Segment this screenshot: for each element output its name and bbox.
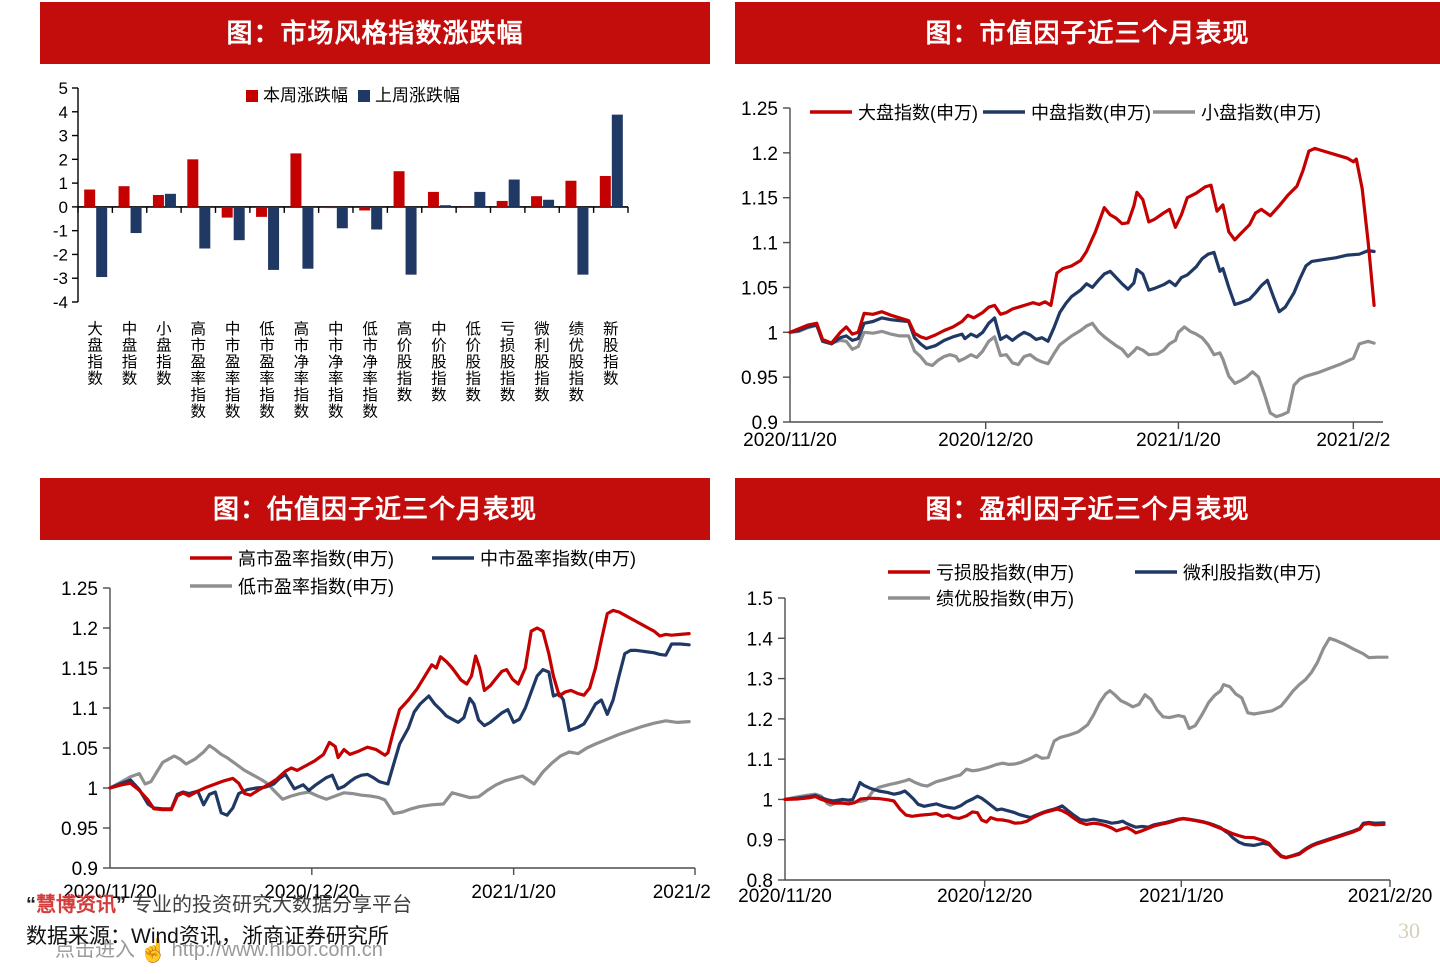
svg-text:高市净率指数: 高市净率指数 xyxy=(294,320,310,421)
svg-text:2: 2 xyxy=(59,150,68,169)
svg-text:0.95: 0.95 xyxy=(61,819,98,840)
svg-text:0.9: 0.9 xyxy=(72,859,98,880)
svg-text:2020/11/20: 2020/11/20 xyxy=(63,882,157,903)
svg-text:1.05: 1.05 xyxy=(61,739,98,760)
svg-text:低市盈率指数(申万): 低市盈率指数(申万) xyxy=(238,577,394,597)
svg-text:1.15: 1.15 xyxy=(741,189,778,210)
chart-title-banner-style-index: 图：市场风格指数涨跌幅 xyxy=(40,2,710,64)
svg-text:高价股指数: 高价股指数 xyxy=(397,320,413,404)
svg-text:小盘指数(申万): 小盘指数(申万) xyxy=(1201,103,1321,123)
svg-text:-2: -2 xyxy=(53,245,68,264)
svg-text:0.9: 0.9 xyxy=(747,831,773,852)
style-index-bar-chart: 5 4 3 2 1 0 -1 -2 -3 -4 大盘指数 中盘指数 小盘指数 高市盈率指数 中市盈率指数 低市… xyxy=(53,79,629,421)
svg-text:低价股指数: 低价股指数 xyxy=(466,320,482,404)
svg-text:中市盈率指数(申万): 中市盈率指数(申万) xyxy=(480,549,636,569)
svg-text:1: 1 xyxy=(87,779,98,800)
brand-slogan: 专业的投资研究大数据分享平台 xyxy=(132,894,412,916)
size-factor-line-chart: 0.9 0.95 1 1.05 1.1 1.15 1.2 1.25 2020/11/20 2020… xyxy=(741,99,1390,451)
svg-text:1: 1 xyxy=(762,790,773,811)
svg-text:3: 3 xyxy=(59,127,68,146)
svg-text:1.1: 1.1 xyxy=(747,750,773,771)
svg-text:1.25: 1.25 xyxy=(741,99,778,120)
watermark-url: http://www.hibor.com.cn xyxy=(171,939,383,961)
svg-text:1.2: 1.2 xyxy=(72,619,98,640)
page-number: 30 xyxy=(1398,918,1420,943)
brand-watermark-line: “慧博资讯” 专业的投资研究大数据分享平台 xyxy=(26,888,412,917)
svg-text:0.8: 0.8 xyxy=(747,871,773,892)
svg-text:2021/1/20: 2021/1/20 xyxy=(1139,886,1224,907)
svg-text:大盘指数(申万): 大盘指数(申万) xyxy=(858,103,978,123)
svg-text:上周涨跌幅: 上周涨跌幅 xyxy=(375,86,460,105)
svg-text:小盘指数: 小盘指数 xyxy=(156,320,172,388)
quote-open: “ xyxy=(26,894,36,916)
svg-text:中盘指数: 中盘指数 xyxy=(122,320,138,388)
svg-text:高市盈率指数(申万): 高市盈率指数(申万) xyxy=(238,549,394,569)
svg-text:2020/11/20: 2020/11/20 xyxy=(743,430,837,451)
svg-text:2021/2/2: 2021/2/2 xyxy=(1316,430,1390,451)
svg-text:5: 5 xyxy=(59,79,68,98)
profit-factor-line-chart: 0.8 0.9 1 1.1 1.2 1.3 1.4 1.5 2020/11/20 2020/12/… xyxy=(738,563,1433,907)
svg-text:2020/11/20: 2020/11/20 xyxy=(738,886,832,907)
watermark-click-text: 点击进入 xyxy=(55,939,135,961)
valuation-factor-line-chart: 0.9 0.95 1 1.05 1.1 1.15 1.2 1.25 2020/11/20 2020… xyxy=(61,549,710,903)
svg-text:低市盈率指数: 低市盈率指数 xyxy=(259,320,275,421)
svg-text:中价股指数: 中价股指数 xyxy=(431,320,447,404)
svg-text:1.1: 1.1 xyxy=(752,234,778,255)
svg-text:2021/1/20: 2021/1/20 xyxy=(471,882,556,903)
svg-text:0: 0 xyxy=(59,198,68,217)
svg-text:大盘指数: 大盘指数 xyxy=(87,320,103,388)
svg-text:2020/12/20: 2020/12/20 xyxy=(938,430,1033,451)
svg-text:1.2: 1.2 xyxy=(747,710,773,731)
svg-text:亏损股指数(申万): 亏损股指数(申万) xyxy=(936,563,1074,583)
svg-text:低市净率指数: 低市净率指数 xyxy=(362,320,378,421)
svg-text:中市净率指数: 中市净率指数 xyxy=(328,320,344,421)
svg-text:1: 1 xyxy=(59,174,68,193)
svg-text:新股指数: 新股指数 xyxy=(603,320,619,388)
chart-title-banner-size-factor: 图：市值因子近三个月表现 xyxy=(735,2,1440,64)
svg-text:1.1: 1.1 xyxy=(72,699,98,720)
svg-text:0.95: 0.95 xyxy=(741,368,778,389)
svg-text:微利股指数(申万): 微利股指数(申万) xyxy=(1183,563,1321,583)
svg-text:1.3: 1.3 xyxy=(747,670,773,691)
brand-name: 慧博资讯 xyxy=(36,894,116,916)
svg-text:微利股指数: 微利股指数 xyxy=(534,320,550,404)
chart-title-banner-valuation-factor: 图：估值因子近三个月表现 xyxy=(40,478,710,540)
svg-text:1.15: 1.15 xyxy=(61,659,98,680)
svg-text:2021/2/20: 2021/2/20 xyxy=(1348,886,1433,907)
svg-text:中盘指数(申万): 中盘指数(申万) xyxy=(1031,103,1151,123)
svg-text:2020/12/20: 2020/12/20 xyxy=(264,882,359,903)
svg-text:-3: -3 xyxy=(53,269,68,288)
svg-text:1.2: 1.2 xyxy=(752,144,778,165)
svg-text:1.25: 1.25 xyxy=(61,579,98,600)
svg-text:2021/2/20: 2021/2/20 xyxy=(653,882,710,903)
svg-text:1: 1 xyxy=(767,323,778,344)
hand-icon: ☝ xyxy=(139,937,168,963)
data-source-note: 数据来源：Wind资讯，浙商证券研究所 xyxy=(26,925,389,948)
svg-text:高市盈率指数: 高市盈率指数 xyxy=(191,320,207,421)
chart-title-banner-profit-factor: 图：盈利因子近三个月表现 xyxy=(735,478,1440,540)
svg-text:1.5: 1.5 xyxy=(747,589,773,610)
quote-close: ” xyxy=(116,894,126,916)
svg-text:绩优股指数: 绩优股指数 xyxy=(569,320,585,404)
svg-text:0.9: 0.9 xyxy=(752,413,778,434)
svg-text:4: 4 xyxy=(59,103,68,122)
svg-text:中市盈率指数: 中市盈率指数 xyxy=(225,320,241,421)
site-watermark: 点击进入 ☝ http://www.hibor.com.cn xyxy=(55,933,383,963)
svg-text:2020/12/20: 2020/12/20 xyxy=(937,886,1032,907)
svg-text:1.4: 1.4 xyxy=(747,629,774,650)
svg-text:绩优股指数(申万): 绩优股指数(申万) xyxy=(936,589,1074,609)
svg-text:2021/1/20: 2021/1/20 xyxy=(1136,430,1221,451)
svg-text:亏损股指数: 亏损股指数 xyxy=(500,321,516,404)
svg-text:-4: -4 xyxy=(53,293,68,312)
svg-text:1.05: 1.05 xyxy=(741,278,778,299)
svg-text:-1: -1 xyxy=(53,222,68,241)
svg-text:本周涨跌幅: 本周涨跌幅 xyxy=(263,86,348,105)
